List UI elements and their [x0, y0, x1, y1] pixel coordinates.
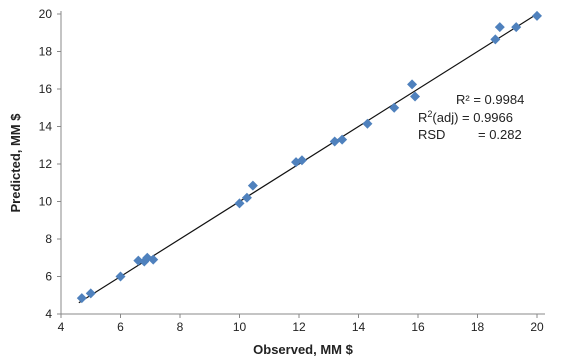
data-points — [76, 10, 542, 304]
r2adj-suffix: (adj) = 0.9966 — [432, 110, 513, 125]
x-tick-label: 10 — [233, 320, 247, 334]
data-point — [407, 79, 418, 90]
data-point — [241, 192, 252, 203]
x-tick-label: 20 — [530, 320, 544, 334]
data-point — [410, 91, 421, 102]
r2adj-superscript: 2 — [427, 109, 432, 119]
x-tick-label: 12 — [292, 320, 306, 334]
data-point — [490, 34, 501, 45]
y-ticks: 4 6 8 10 12 14 16 18 20 — [39, 7, 61, 321]
x-tick-label: 6 — [117, 320, 124, 334]
r2adj-label: R2(adj) = 0.9966 — [418, 109, 513, 125]
x-tick-label: 16 — [411, 320, 425, 334]
y-tick-label: 14 — [39, 120, 53, 134]
r2adj-prefix: R — [418, 110, 427, 125]
data-point — [511, 22, 522, 33]
data-point — [76, 293, 87, 304]
y-tick-label: 18 — [39, 45, 53, 59]
data-point — [247, 180, 258, 191]
x-axis-title: Observed, MM $ — [253, 342, 353, 357]
x-tick-label: 8 — [177, 320, 184, 334]
y-tick-label: 6 — [45, 270, 52, 284]
data-point — [389, 102, 400, 113]
data-point — [115, 271, 126, 282]
data-point — [494, 22, 505, 33]
fit-line-group — [78, 13, 538, 304]
y-tick-label: 10 — [39, 195, 53, 209]
data-point — [329, 136, 340, 147]
x-tick-label: 18 — [471, 320, 485, 334]
y-tick-label: 12 — [39, 157, 53, 171]
data-point — [234, 198, 245, 209]
data-point — [148, 254, 159, 265]
data-point — [85, 288, 96, 299]
data-point — [337, 134, 348, 145]
y-tick-label: 20 — [39, 7, 53, 21]
x-ticks: 4 6 8 10 12 14 16 18 20 — [58, 314, 544, 334]
r2-label: R² = 0.9984 — [456, 92, 524, 107]
y-tick-label: 4 — [45, 307, 52, 321]
rsd-value: = 0.282 — [478, 127, 522, 142]
y-axis-title: Predicted, MM $ — [8, 113, 23, 213]
x-tick-label: 4 — [58, 320, 65, 334]
axes — [60, 11, 545, 315]
data-point — [362, 118, 373, 129]
fit-line — [78, 13, 538, 304]
data-point — [296, 155, 307, 166]
rsd-label: RSD — [418, 127, 445, 142]
y-tick-label: 8 — [45, 232, 52, 246]
x-tick-label: 14 — [352, 320, 366, 334]
data-point — [532, 10, 542, 21]
y-tick-label: 16 — [39, 82, 53, 96]
data-point — [133, 255, 144, 266]
fit-statistics: R² = 0.9984 R2(adj) = 0.9966 RSD = 0.282 — [418, 92, 524, 142]
